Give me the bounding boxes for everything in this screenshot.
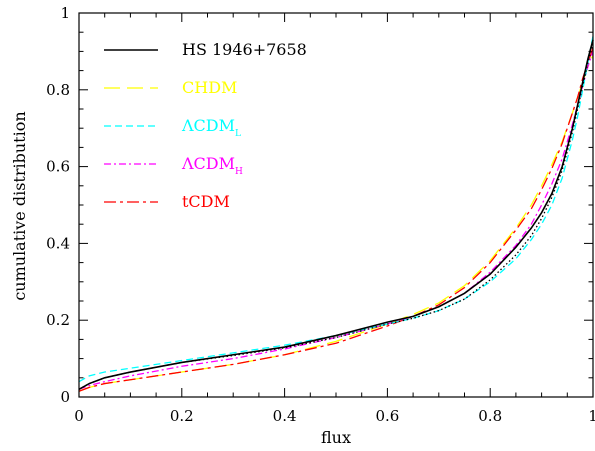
y-tick-label: 0.4: [46, 234, 70, 252]
series-line-4: [78, 51, 594, 390]
y-axis-label: cumulative distribution: [10, 111, 29, 300]
tick-labels: 0 0.2 0.4 0.6 0.8 1 0 0.2 0.4 0.6 0.8 1: [46, 4, 595, 425]
legend-label-0: HS 1946+7658: [182, 40, 307, 59]
plot-frame: [78, 12, 594, 398]
series-line-5: [78, 47, 594, 392]
series-line-3: [78, 35, 594, 383]
series-lines: [78, 35, 594, 392]
series-line-2: [78, 54, 594, 392]
x-tick-label: 0.6: [375, 407, 399, 425]
legend-label-3: ΛCDML: [181, 116, 241, 139]
tick-marks: [78, 12, 594, 398]
x-tick-label: 0.4: [273, 407, 297, 425]
series-line-1: [78, 43, 594, 390]
y-tick-label: 1: [60, 4, 70, 22]
x-axis-label: flux: [321, 428, 351, 447]
series-line-0: [78, 39, 594, 391]
y-tick-label: 0.2: [46, 311, 70, 329]
x-tick-label: 0.8: [478, 407, 502, 425]
y-tick-label: 0.6: [46, 158, 70, 176]
legend-label-2: CHDM: [182, 78, 237, 97]
legend-label-4: ΛCDMH: [181, 154, 243, 177]
y-tick-label: 0: [60, 388, 70, 406]
legend: HS 1946+7658 CHDM ΛCDML ΛCDMH tCDM: [104, 40, 307, 211]
legend-label-5: tCDM: [182, 192, 230, 211]
x-tick-label: 1: [588, 407, 595, 425]
x-tick-label: 0: [74, 407, 84, 425]
x-tick-label: 0.2: [170, 407, 194, 425]
y-tick-label: 0.8: [46, 81, 70, 99]
